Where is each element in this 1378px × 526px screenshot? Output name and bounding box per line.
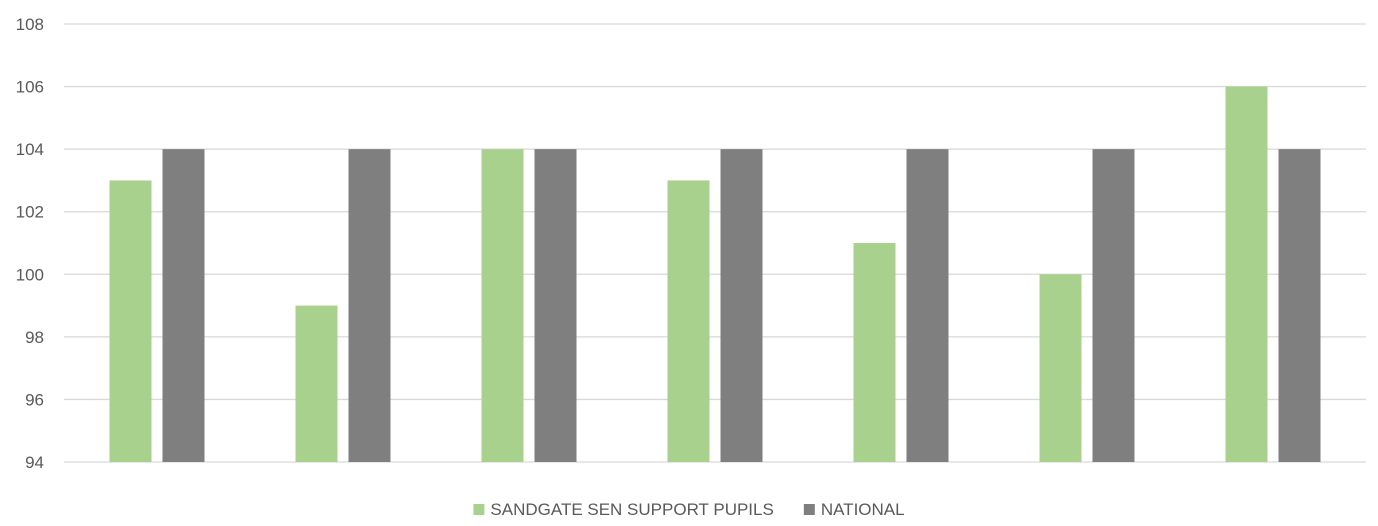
bar-national-5 (906, 149, 949, 462)
legend-item-national: NATIONAL (803, 500, 905, 519)
y-tick-label: 94 (25, 453, 44, 472)
y-tick-label: 108 (16, 15, 44, 34)
bar-national-1 (162, 149, 205, 462)
gridlines (64, 23, 1366, 463)
bar-national-3 (534, 149, 577, 462)
bar-sandgate-1 (109, 180, 152, 462)
legend-label: NATIONAL (821, 500, 905, 519)
y-tick-label: 100 (16, 265, 44, 284)
bar-sandgate-7 (1225, 86, 1268, 462)
bar-sandgate-2 (295, 305, 338, 462)
bar-national-7 (1278, 149, 1321, 462)
bar-sandgate-3 (481, 149, 524, 462)
y-tick-label: 104 (16, 140, 44, 159)
bar-sandgate-5 (853, 243, 896, 462)
bar-sandgate-6 (1039, 274, 1082, 462)
y-tick-label: 102 (16, 203, 44, 222)
y-axis-ticks: 94 96 98 100 102 104 106 108 (16, 15, 44, 472)
legend: SANDGATE SEN SUPPORT PUPILS NATIONAL (473, 500, 905, 519)
legend-item-sandgate: SANDGATE SEN SUPPORT PUPILS (473, 500, 774, 519)
bar-national-6 (1092, 149, 1135, 462)
y-tick-label: 106 (16, 78, 44, 97)
bar-sandgate-4 (667, 180, 710, 462)
y-tick-label: 96 (25, 390, 44, 409)
legend-label: SANDGATE SEN SUPPORT PUPILS (490, 500, 773, 519)
y-tick-label: 98 (25, 328, 44, 347)
bars (109, 86, 1321, 462)
bar-national-2 (348, 149, 391, 462)
legend-swatch (803, 504, 815, 515)
legend-swatch (473, 504, 485, 515)
bar-national-4 (720, 149, 763, 462)
